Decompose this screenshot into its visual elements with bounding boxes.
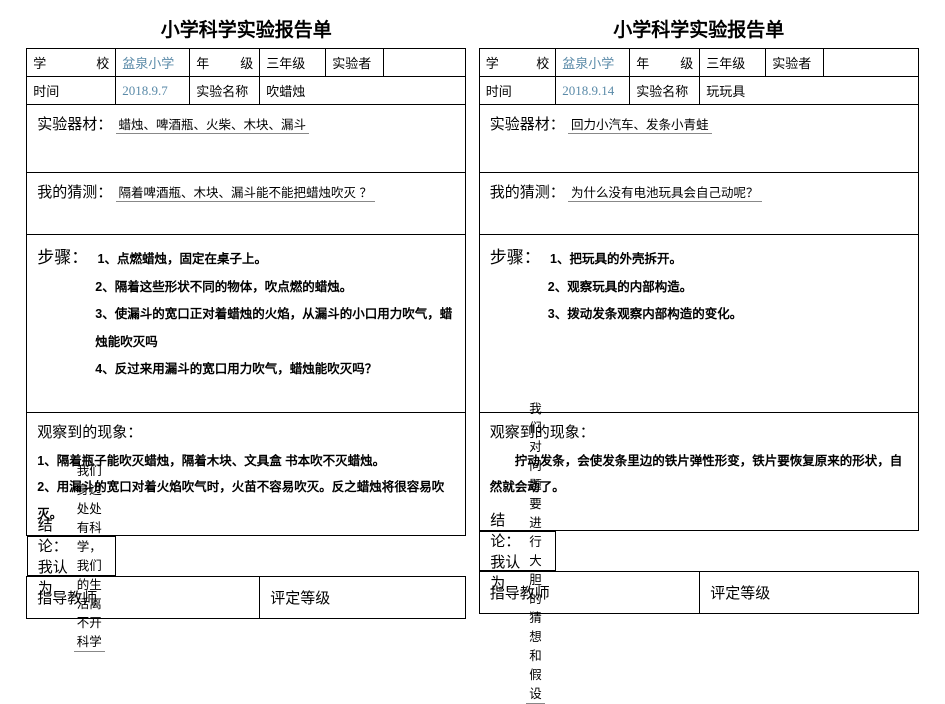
guess-section: 我的猜测： 为什么没有电池玩具会自己动呢？ bbox=[479, 173, 918, 235]
report-table: 学 校 盆泉小学 年 级 三年级 实验者 时间 2018.9.7 实验名称 吹蜡… bbox=[26, 48, 466, 619]
observation-label: 观察到的现象： bbox=[37, 421, 455, 442]
equipment-section: 实验器材： 回力小汽车、发条小青蛙 bbox=[479, 105, 918, 173]
header-row-2: 时间 2018.9.14 实验名称 玩玩具 bbox=[479, 77, 918, 105]
conclusion-text: 我们对问题要进行大胆的猜想和假设 bbox=[526, 398, 545, 704]
expname-value: 吹蜡烛 bbox=[260, 77, 466, 105]
equipment-text: 蜡烛、啤酒瓶、火柴、木块、漏斗 bbox=[116, 118, 310, 134]
equipment-label: 实验器材： bbox=[490, 117, 565, 133]
report-title: 小学科学实验报告单 bbox=[26, 15, 466, 42]
observation-line: 拧动发条，会使发条里边的铁片弹性形变，铁片要恢复原来的形状，自然就会动了。 bbox=[490, 448, 908, 501]
time-value: 2018.9.7 bbox=[116, 77, 190, 105]
school-label: 学 校 bbox=[27, 49, 116, 77]
time-label: 时间 bbox=[27, 77, 116, 105]
guess-text: 为什么没有电池玩具会自己动呢？ bbox=[568, 186, 762, 202]
step-line: 4、反过来用漏斗的宽口用力吹气，蜡烛能吹灭吗？ bbox=[37, 356, 455, 384]
report-title: 小学科学实验报告单 bbox=[479, 15, 919, 42]
grade-eval-label: 评定等级 bbox=[260, 576, 466, 618]
equipment-section: 实验器材： 蜡烛、啤酒瓶、火柴、木块、漏斗 bbox=[27, 105, 466, 173]
grade-label: 年 级 bbox=[630, 49, 700, 77]
report-right: 小学科学实验报告单 学 校 盆泉小学 年 级 三年级 实验者 时间 2018.9… bbox=[479, 15, 919, 654]
step-line: 2、观察玩具的内部构造。 bbox=[490, 274, 908, 302]
grade-value: 三年级 bbox=[260, 49, 326, 77]
conclusion-label: 结论：我认为 bbox=[490, 509, 520, 593]
grade-eval-label: 评定等级 bbox=[700, 572, 918, 614]
conclusion-section: 结论：我认为 我们身边处处有科学，我们的生活离不开科学 bbox=[27, 536, 116, 576]
experimenter-value bbox=[824, 49, 918, 77]
expname-value: 玩玩具 bbox=[700, 77, 918, 105]
step-line: 2、隔着这些形状不同的物体，吹点燃的蜡烛。 bbox=[37, 274, 455, 302]
expname-label: 实验名称 bbox=[630, 77, 700, 105]
experimenter-value bbox=[384, 49, 466, 77]
guess-label: 我的猜测： bbox=[37, 185, 112, 201]
time-value: 2018.9.14 bbox=[556, 77, 630, 105]
time-label: 时间 bbox=[479, 77, 556, 105]
grade-value: 三年级 bbox=[700, 49, 766, 77]
equipment-text: 回力小汽车、发条小青蛙 bbox=[568, 118, 712, 134]
step-line: 1、点燃蜡烛，固定在桌子上。 bbox=[92, 252, 267, 266]
steps-label: 步骤： bbox=[37, 248, 88, 267]
steps-label: 步骤： bbox=[490, 248, 541, 267]
equipment-label: 实验器材： bbox=[37, 117, 112, 133]
guess-text: 隔着啤酒瓶、木块、漏斗能不能把蜡烛吹灭 ？ bbox=[116, 186, 375, 202]
conclusion-section: 结论：我认为 我们对问题要进行大胆的猜想和假设 bbox=[479, 531, 556, 571]
conclusion-label: 结论：我认为 bbox=[38, 514, 68, 598]
school-label: 学 校 bbox=[479, 49, 556, 77]
experimenter-label: 实验者 bbox=[326, 49, 384, 77]
experimenter-label: 实验者 bbox=[766, 49, 824, 77]
header-row-1: 学 校 盆泉小学 年 级 三年级 实验者 bbox=[479, 49, 918, 77]
steps-section: 步骤： 1、点燃蜡烛，固定在桌子上。 2、隔着这些形状不同的物体，吹点燃的蜡烛。… bbox=[27, 235, 466, 413]
observation-section: 观察到的现象： 拧动发条，会使发条里边的铁片弹性形变，铁片要恢复原来的形状，自然… bbox=[479, 413, 918, 531]
report-left: 小学科学实验报告单 学 校 盆泉小学 年 级 三年级 实验者 时间 2018.9… bbox=[26, 15, 466, 654]
step-line: 3、拨动发条观察内部构造的变化。 bbox=[490, 301, 908, 329]
school-value: 盆泉小学 bbox=[116, 49, 190, 77]
step-line: 1、把玩具的外壳拆开。 bbox=[544, 252, 682, 266]
guess-section: 我的猜测： 隔着啤酒瓶、木块、漏斗能不能把蜡烛吹灭 ？ bbox=[27, 173, 466, 235]
guess-label: 我的猜测： bbox=[490, 185, 565, 201]
conclusion-text: 我们身边处处有科学，我们的生活离不开科学 bbox=[74, 460, 105, 652]
report-table: 学 校 盆泉小学 年 级 三年级 实验者 时间 2018.9.14 实验名称 玩… bbox=[479, 48, 919, 614]
step-line: 3、使漏斗的宽口正对着蜡烛的火焰，从漏斗的小口用力吹气，蜡烛能吹灭吗 bbox=[37, 301, 455, 356]
header-row-2: 时间 2018.9.7 实验名称 吹蜡烛 bbox=[27, 77, 466, 105]
steps-section: 步骤： 1、把玩具的外壳拆开。 2、观察玩具的内部构造。 3、拨动发条观察内部构… bbox=[479, 235, 918, 413]
footer-row: 指导教师 评定等级 bbox=[479, 572, 918, 614]
grade-label: 年 级 bbox=[190, 49, 260, 77]
observation-label: 观察到的现象： bbox=[490, 421, 908, 442]
expname-label: 实验名称 bbox=[190, 77, 260, 105]
school-value: 盆泉小学 bbox=[556, 49, 630, 77]
header-row-1: 学 校 盆泉小学 年 级 三年级 实验者 bbox=[27, 49, 466, 77]
